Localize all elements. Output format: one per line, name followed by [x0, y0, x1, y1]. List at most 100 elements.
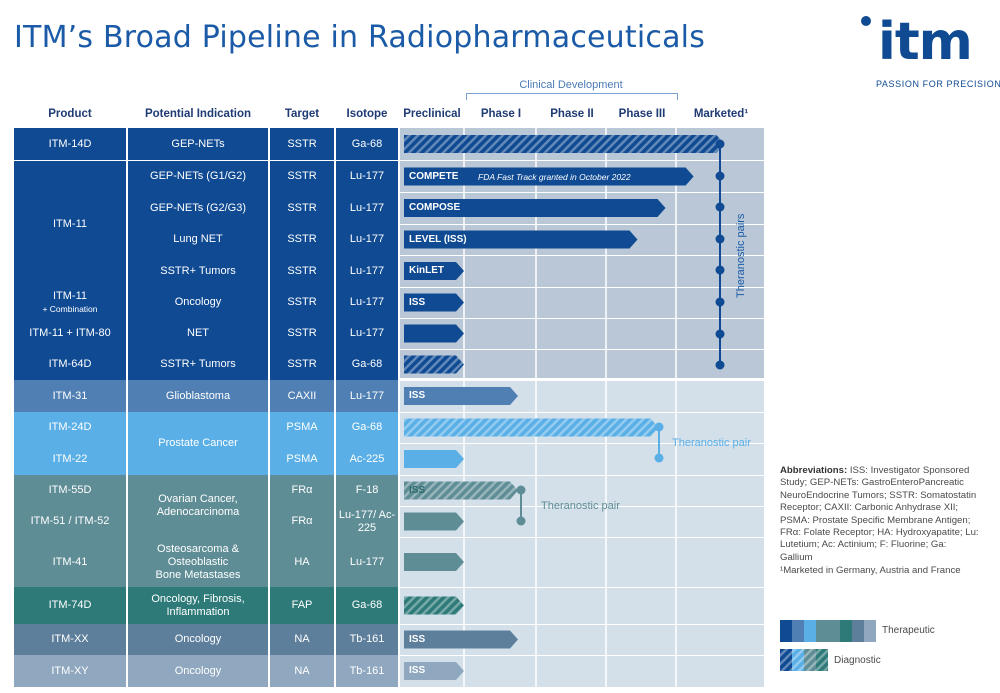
target-cell: HA — [270, 537, 334, 587]
connector-dot — [715, 202, 725, 212]
indication-cell-text: Glioblastoma — [165, 389, 231, 402]
isotope-cell: Lu-177/ Ac-225 — [336, 506, 398, 537]
indication-cell-text: Lung NET — [173, 233, 223, 245]
target-cell: SSTR — [270, 287, 334, 318]
isotope-cell-text: Tb-161 — [349, 664, 385, 677]
legend-therapeutic-swatch — [816, 620, 828, 642]
target-cell-text: SSTR — [287, 137, 317, 150]
target-cell: SSTR — [270, 192, 334, 224]
bar-label: COMPETE — [409, 170, 459, 182]
product-cell-text: ITM-74D — [48, 599, 92, 611]
bar-label: COMPOSE — [409, 202, 461, 213]
theranostic-pairs-label: Theranostic pairs — [735, 213, 747, 298]
marketed-footnote: ¹Marketed in Germany, Austria and France — [780, 565, 961, 576]
product-cell: ITM-22 — [14, 443, 126, 475]
pipeline-bar — [404, 135, 725, 153]
legend-therapeutic-swatch — [804, 620, 816, 642]
product-cell: ITM-64D — [14, 349, 126, 380]
product-cell: ITM-11 + ITM-80 — [14, 318, 126, 349]
indication-cell-text: Osteosarcoma & Osteoblastic Bone Metasta… — [155, 542, 241, 581]
connector-dot — [715, 265, 725, 275]
connector-dot — [654, 422, 664, 432]
abbreviations-text: ISS: Investigator Sponsored Study; GEP-N… — [780, 465, 979, 563]
clinical-development-label: Clinical Development — [519, 79, 623, 91]
target-cell-text: FRα — [291, 515, 313, 527]
indication-cell-text: Oncology — [174, 664, 222, 677]
indication-cell-text: Ovarian Cancer, Adenocarcinoma — [156, 493, 240, 518]
target-cell-text: PSMA — [286, 421, 318, 433]
pipeline-bar — [404, 630, 518, 649]
target-cell-text: CAXII — [287, 389, 317, 402]
legend-therapeutic-swatch — [828, 620, 840, 642]
isotope-cell: Lu-177 — [336, 537, 398, 587]
target-cell-text: SSTR — [287, 358, 317, 370]
pipeline-bar — [404, 324, 464, 343]
indication-cell-text: NET — [187, 327, 209, 339]
isotope-cell-text: Lu-177/ Ac-225 — [338, 508, 396, 534]
product-cell: ITM-74D — [14, 587, 126, 624]
legend-therapeutic-swatch — [852, 620, 864, 642]
isotope-cell: Ga-68 — [336, 412, 398, 443]
header-indication: Potential Indication — [144, 108, 252, 120]
logo-dot-icon — [861, 16, 871, 26]
product-cell-text: ITM-41 — [52, 555, 88, 568]
indication-cell: Glioblastoma — [128, 380, 268, 412]
target-cell: PSMA — [270, 443, 334, 475]
target-cell-text: FAP — [291, 599, 313, 611]
bar-label: KinLET — [409, 265, 444, 276]
page-title: ITM’s Broad Pipeline in Radiopharmaceuti… — [14, 20, 706, 55]
target-cell: FRα — [270, 475, 334, 506]
product-cell-text: ITM-24D — [48, 421, 92, 433]
indication-cell: GEP-NETs (G1/G2) — [128, 161, 268, 192]
legend-diagnostic-label: Diagnostic — [834, 655, 881, 666]
pipeline-bar — [404, 662, 464, 680]
isotope-cell-text: Ga-68 — [351, 358, 383, 370]
product-cell-text: ITM-51 / ITM-52 — [30, 515, 110, 527]
indication-cell: Oncology — [128, 624, 268, 655]
connector-dot — [516, 516, 526, 526]
indication-cell-text: SSTR+ Tumors — [160, 358, 236, 370]
product-cell-wrap: ITM-11 + Combination — [42, 290, 97, 316]
legend-therapeutic-swatch — [780, 620, 792, 642]
connector-dot — [715, 329, 725, 339]
product-cell: ITM-51 / ITM-52 — [14, 506, 126, 537]
isotope-cell-text: Tb-161 — [349, 633, 385, 645]
target-cell-text: NA — [294, 633, 310, 645]
isotope-cell: Lu-177 — [336, 287, 398, 318]
indication-cell-text: Oncology, Fibrosis, Inflammation — [151, 592, 245, 618]
product-cell-text: ITM-XY — [51, 664, 89, 677]
product-cell: ITM-41 — [14, 537, 126, 587]
isotope-cell: Lu-177 — [336, 255, 398, 287]
isotope-cell: Lu-177 — [336, 318, 398, 349]
bar-label: ISS — [409, 484, 426, 496]
indication-cell: SSTR+ Tumors — [128, 255, 268, 287]
indication-cell-text: Prostate Cancer — [158, 437, 238, 449]
abbreviations-title: Abbreviations: — [780, 465, 848, 476]
target-cell: FRα — [270, 506, 334, 537]
connector-dot — [715, 297, 725, 307]
header-isotope: Isotope — [346, 108, 388, 120]
pipeline-bar — [404, 230, 638, 249]
isotope-cell-text: Ac-225 — [349, 452, 385, 465]
target-cell: CAXII — [270, 380, 334, 412]
theranostic-pair-psma-label: Theranostic pair — [672, 437, 751, 449]
isotope-cell: Ga-68 — [336, 128, 398, 160]
isotope-cell-text: Ga-68 — [351, 137, 383, 150]
isotope-cell: Tb-161 — [336, 655, 398, 687]
indication-cell-text: Oncology — [174, 296, 222, 308]
indication-cell-text: Oncology — [174, 633, 222, 645]
connector-dot — [715, 234, 725, 244]
indication-cell: SSTR+ Tumors — [128, 349, 268, 380]
target-cell: PSMA — [270, 412, 334, 443]
header-phase1: Phase I — [480, 108, 522, 120]
product-cell-text: ITM-22 — [52, 452, 88, 465]
header-product: Product — [48, 108, 92, 120]
legend-therapeutic-label: Therapeutic — [882, 625, 935, 636]
connector-dot — [715, 171, 725, 181]
target-cell-text: SSTR — [287, 201, 317, 214]
target-cell: SSTR — [270, 224, 334, 255]
isotope-cell: Ga-68 — [336, 587, 398, 624]
bar-label: ISS — [409, 390, 426, 401]
pipeline-bar — [404, 199, 666, 217]
